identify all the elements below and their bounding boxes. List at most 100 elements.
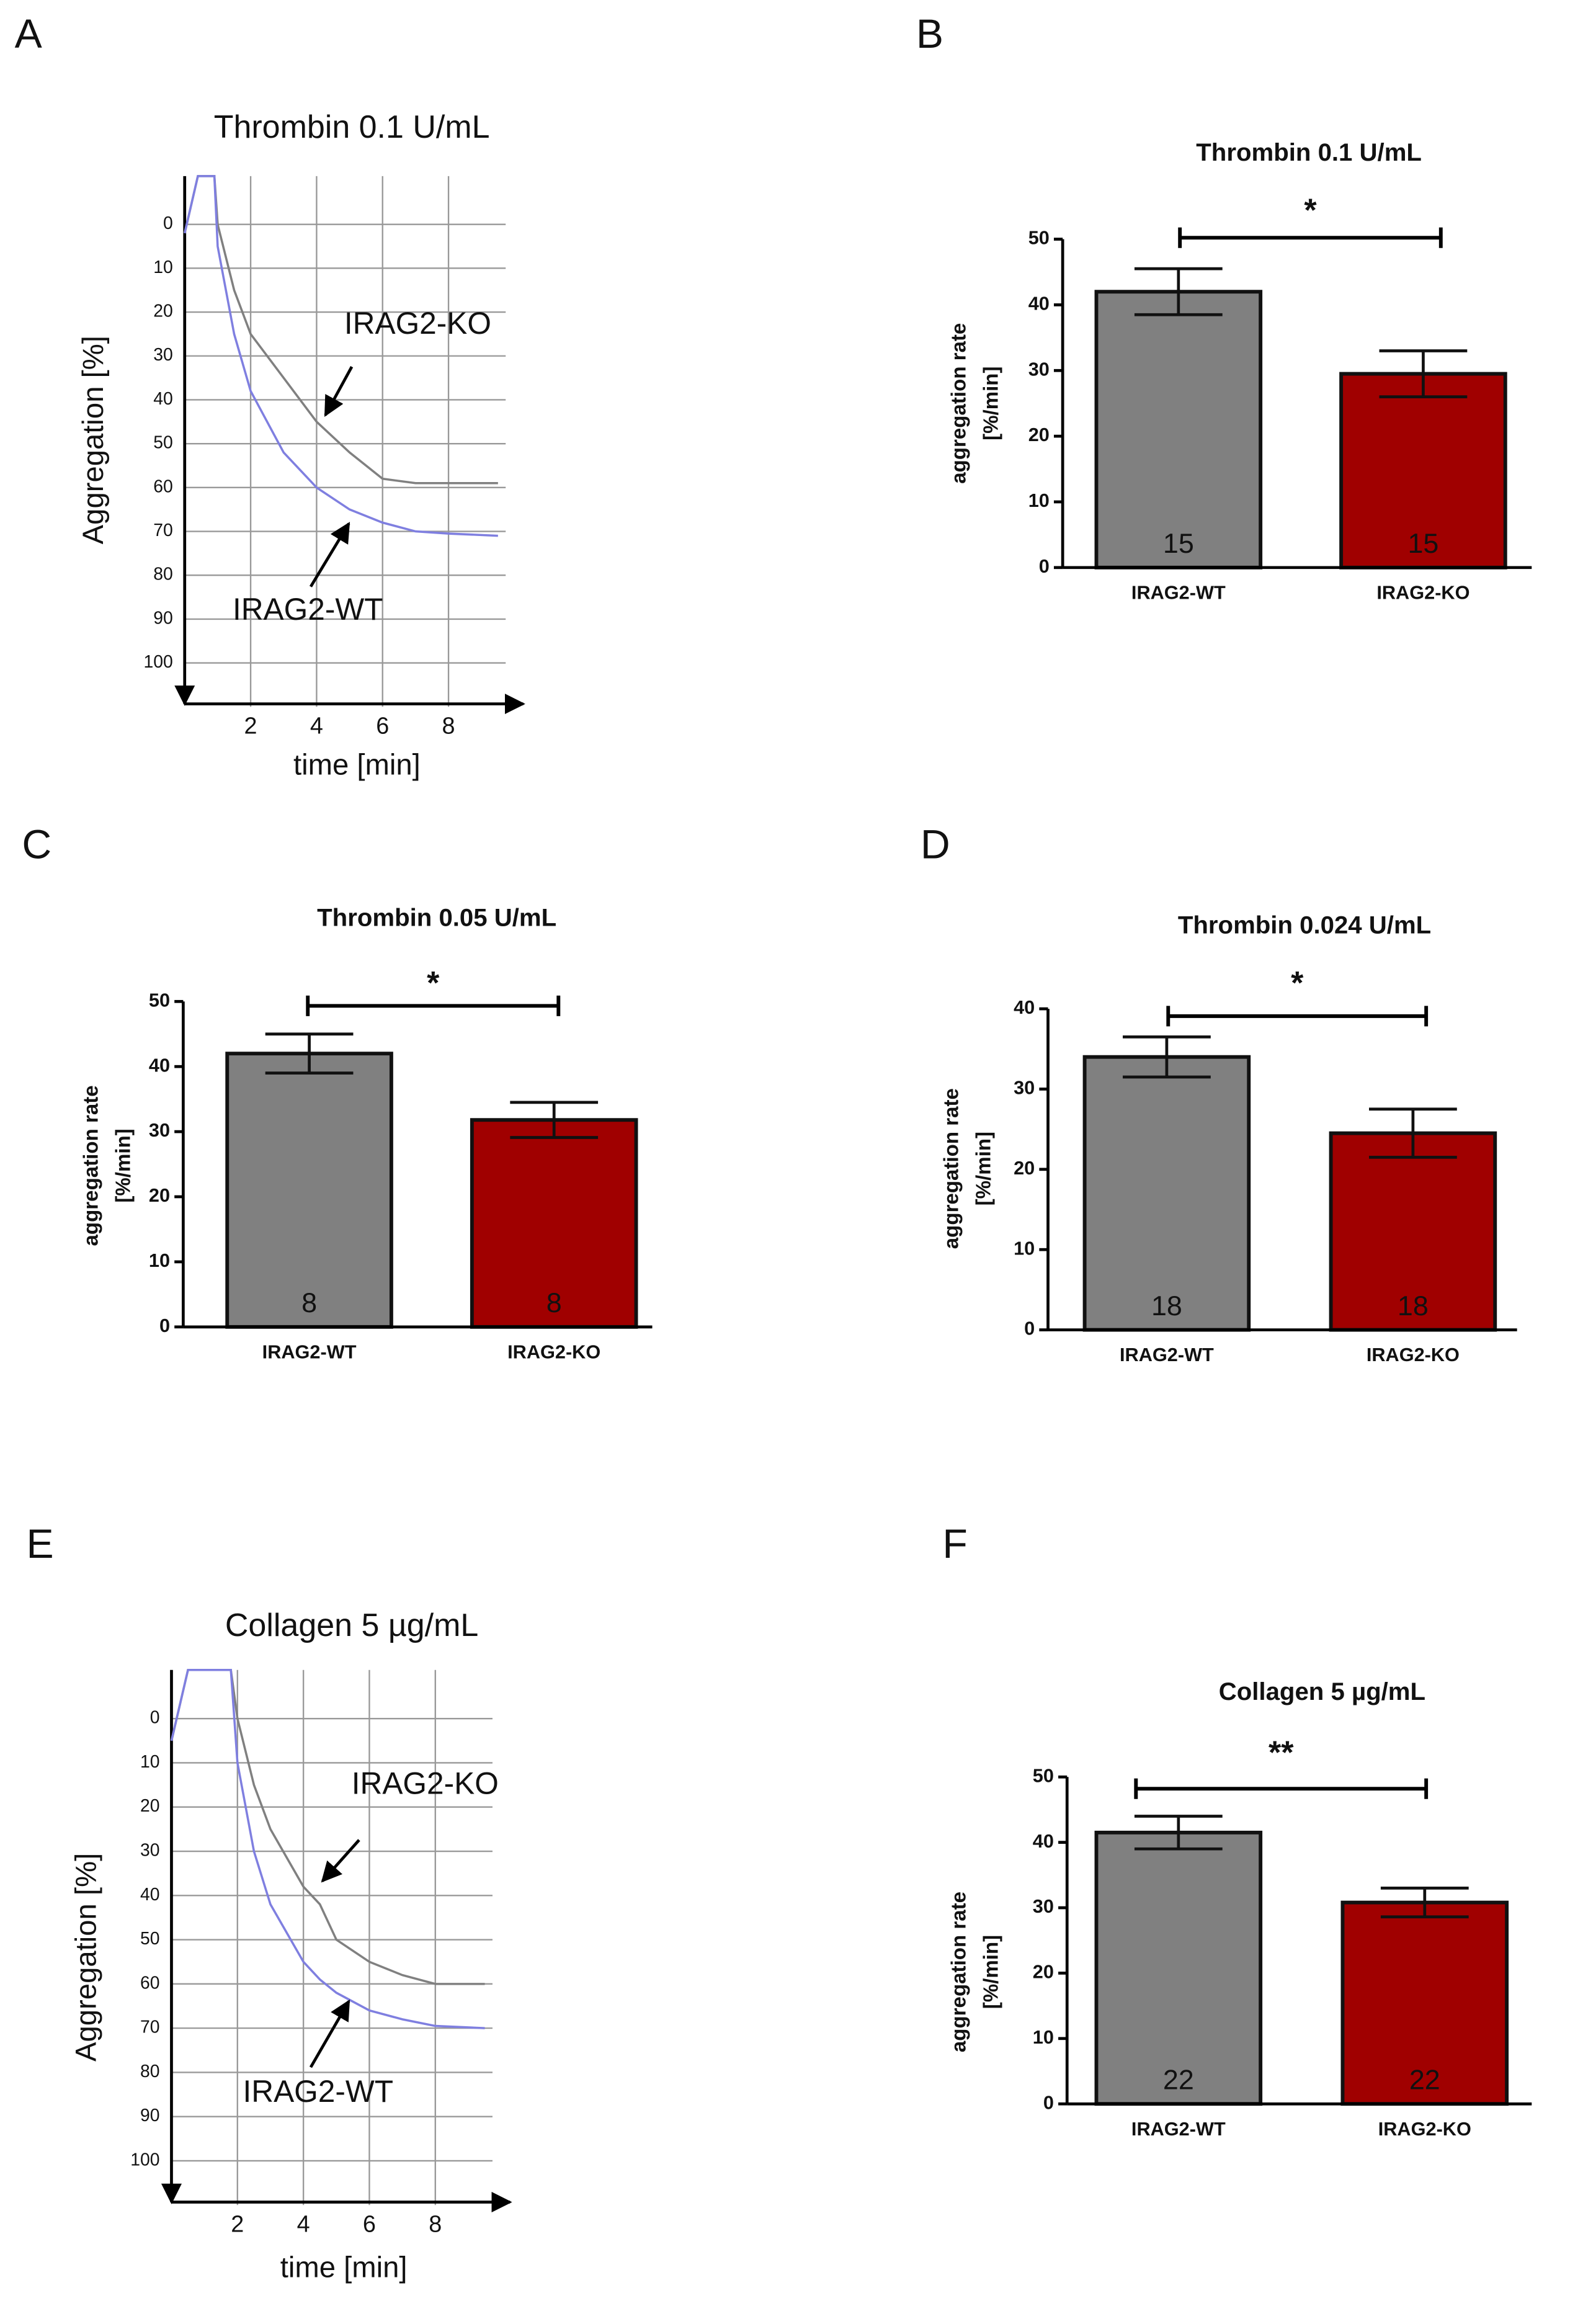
panel-letter: B: [916, 11, 943, 57]
data-line: [170, 1668, 485, 2029]
panel-letter: A: [15, 11, 42, 57]
chart-title: Thrombin 0.05 U/mL: [317, 904, 556, 932]
chart-title: Thrombin 0.1 U/mL: [214, 109, 490, 145]
x-tick-label: 4: [310, 713, 323, 739]
series-label: IRAG2-WT: [243, 2074, 393, 2109]
x-tick-label: 8: [442, 713, 455, 739]
x-tick-label: 8: [429, 2211, 442, 2237]
y-tick-label: 60: [140, 1973, 160, 1993]
y-tick-label: 0: [159, 1315, 170, 1336]
y-tick-label: 0: [1043, 2091, 1054, 2113]
error-bar: [1123, 1035, 1211, 1079]
n-label: 15: [1407, 527, 1438, 559]
y-tick-label: 50: [153, 433, 173, 453]
x-tick-label: IRAG2-KO: [1376, 581, 1469, 603]
y-tick-label: 30: [1033, 1895, 1054, 1917]
y-tick-label: 30: [140, 1840, 160, 1860]
significance-label: *: [1304, 193, 1317, 229]
y-axis-label: [%/min]: [979, 366, 1002, 440]
x-tick-label: 4: [297, 2211, 310, 2237]
significance-label: **: [1269, 1735, 1294, 1771]
x-tick-label: 2: [231, 2211, 244, 2237]
y-axis-label: [%/min]: [973, 1132, 996, 1205]
y-tick-label: 10: [1014, 1237, 1035, 1259]
bar: [1340, 1900, 1509, 2106]
panel: C Thrombin 0.05 U/mL 0 10 20 30 40 50 8 IRAG2-WT 8…: [22, 822, 653, 1362]
x-axis-label: time [min]: [293, 749, 421, 782]
x-tick-label: 6: [363, 2211, 376, 2237]
y-tick-label: 30: [1014, 1077, 1035, 1099]
y-tick-label: 20: [1028, 424, 1050, 445]
error-bar: [1134, 1815, 1223, 1851]
panel: F Collagen 5 µg/mL 0 10 20 30 40 50 22 IRAG2-WT 22…: [942, 1521, 1532, 2140]
data-line: [184, 175, 498, 537]
y-tick-label: 60: [153, 476, 173, 496]
y-tick-label: 50: [149, 989, 170, 1011]
y-tick-label: 80: [153, 565, 173, 584]
panel-letter: C: [22, 822, 51, 868]
y-tick-label: 70: [140, 2018, 160, 2037]
bar: [470, 1118, 638, 1329]
y-tick-label: 80: [140, 2062, 160, 2081]
y-axis-label: aggregation rate: [947, 323, 970, 484]
y-tick-label: 10: [153, 257, 173, 277]
n-label: 8: [301, 1287, 317, 1318]
series-label: IRAG2-WT: [233, 592, 383, 627]
y-tick-label: 50: [1033, 1764, 1054, 1786]
y-tick-label: 0: [1039, 555, 1050, 577]
y-tick-label: 20: [153, 302, 173, 321]
y-axis-label: aggregation rate: [940, 1088, 963, 1249]
y-tick-label: 30: [153, 345, 173, 365]
x-tick-label: 2: [244, 713, 257, 739]
y-tick-label: 100: [144, 652, 173, 672]
error-bar: [1379, 349, 1468, 398]
series-label: IRAG2-KO: [352, 1766, 499, 1801]
y-tick-label: 20: [149, 1184, 170, 1206]
error-bar: [1380, 1887, 1469, 1919]
bar: [225, 1052, 393, 1329]
chart-title: Thrombin 0.1 U/mL: [1196, 138, 1422, 166]
annotation-arrow: [309, 1999, 350, 2068]
y-axis-label: aggregation rate: [947, 1892, 970, 2052]
y-tick-label: 40: [1028, 292, 1050, 314]
y-axis-label: [%/min]: [112, 1128, 135, 1202]
y-tick-label: 50: [1028, 227, 1050, 249]
x-tick-label: IRAG2-WT: [1120, 1344, 1214, 1365]
panel-letter: D: [921, 822, 950, 868]
y-tick-label: 40: [149, 1054, 170, 1076]
panel: D Thrombin 0.024 U/mL 0 10 20 30 40 18 IRAG2-WT 1…: [921, 822, 1517, 1365]
panel: A Thrombin 0.1 U/mL 0 10 20 30 40 50 60 70 80 90 100…: [15, 11, 525, 782]
n-label: 18: [1398, 1290, 1429, 1321]
bar: [1094, 290, 1263, 570]
error-bar: [1134, 267, 1223, 316]
n-label: 22: [1409, 2064, 1440, 2096]
y-tick-label: 30: [149, 1119, 170, 1141]
panel-letter: E: [27, 1521, 54, 1567]
x-tick-label: IRAG2-KO: [507, 1341, 600, 1362]
annotation-arrow: [321, 1839, 360, 1883]
n-label: 15: [1163, 527, 1194, 559]
chart-title: Collagen 5 µg/mL: [1219, 1678, 1425, 1705]
y-axis-label: aggregation rate: [80, 1085, 103, 1246]
y-axis-label: Aggregation [%]: [69, 1853, 102, 2062]
y-tick-label: 40: [1033, 1830, 1054, 1852]
panel-letter: F: [942, 1521, 967, 1567]
y-tick-label: 100: [130, 2150, 159, 2170]
significance-label: *: [427, 965, 440, 1001]
y-tick-label: 40: [1014, 996, 1035, 1018]
x-tick-label: 6: [376, 713, 389, 739]
data-line: [170, 1668, 485, 1985]
error-bar: [265, 1032, 354, 1075]
x-tick-label: IRAG2-WT: [262, 1341, 357, 1362]
y-tick-label: 90: [153, 608, 173, 628]
x-tick-label: IRAG2-KO: [1378, 2118, 1471, 2140]
panel: E Collagen 5 µg/mL 0 10 20 30 40 50 60 70 80 90 100 2…: [27, 1521, 512, 2284]
n-label: 22: [1163, 2064, 1194, 2096]
y-tick-label: 70: [153, 521, 173, 540]
y-axis-label: [%/min]: [979, 1935, 1002, 2009]
y-tick-label: 0: [1024, 1318, 1035, 1339]
series-label: IRAG2-KO: [344, 306, 491, 341]
n-label: 8: [546, 1287, 562, 1318]
